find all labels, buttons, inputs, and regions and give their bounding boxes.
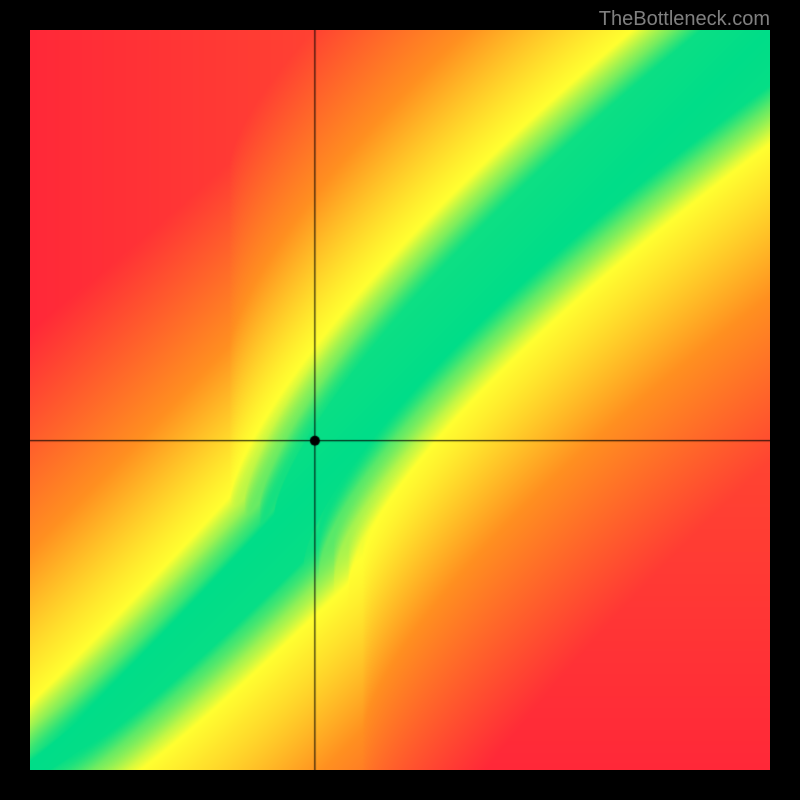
watermark-text: TheBottleneck.com <box>599 8 770 31</box>
heatmap-plot <box>30 30 770 770</box>
heatmap-canvas <box>30 30 770 770</box>
